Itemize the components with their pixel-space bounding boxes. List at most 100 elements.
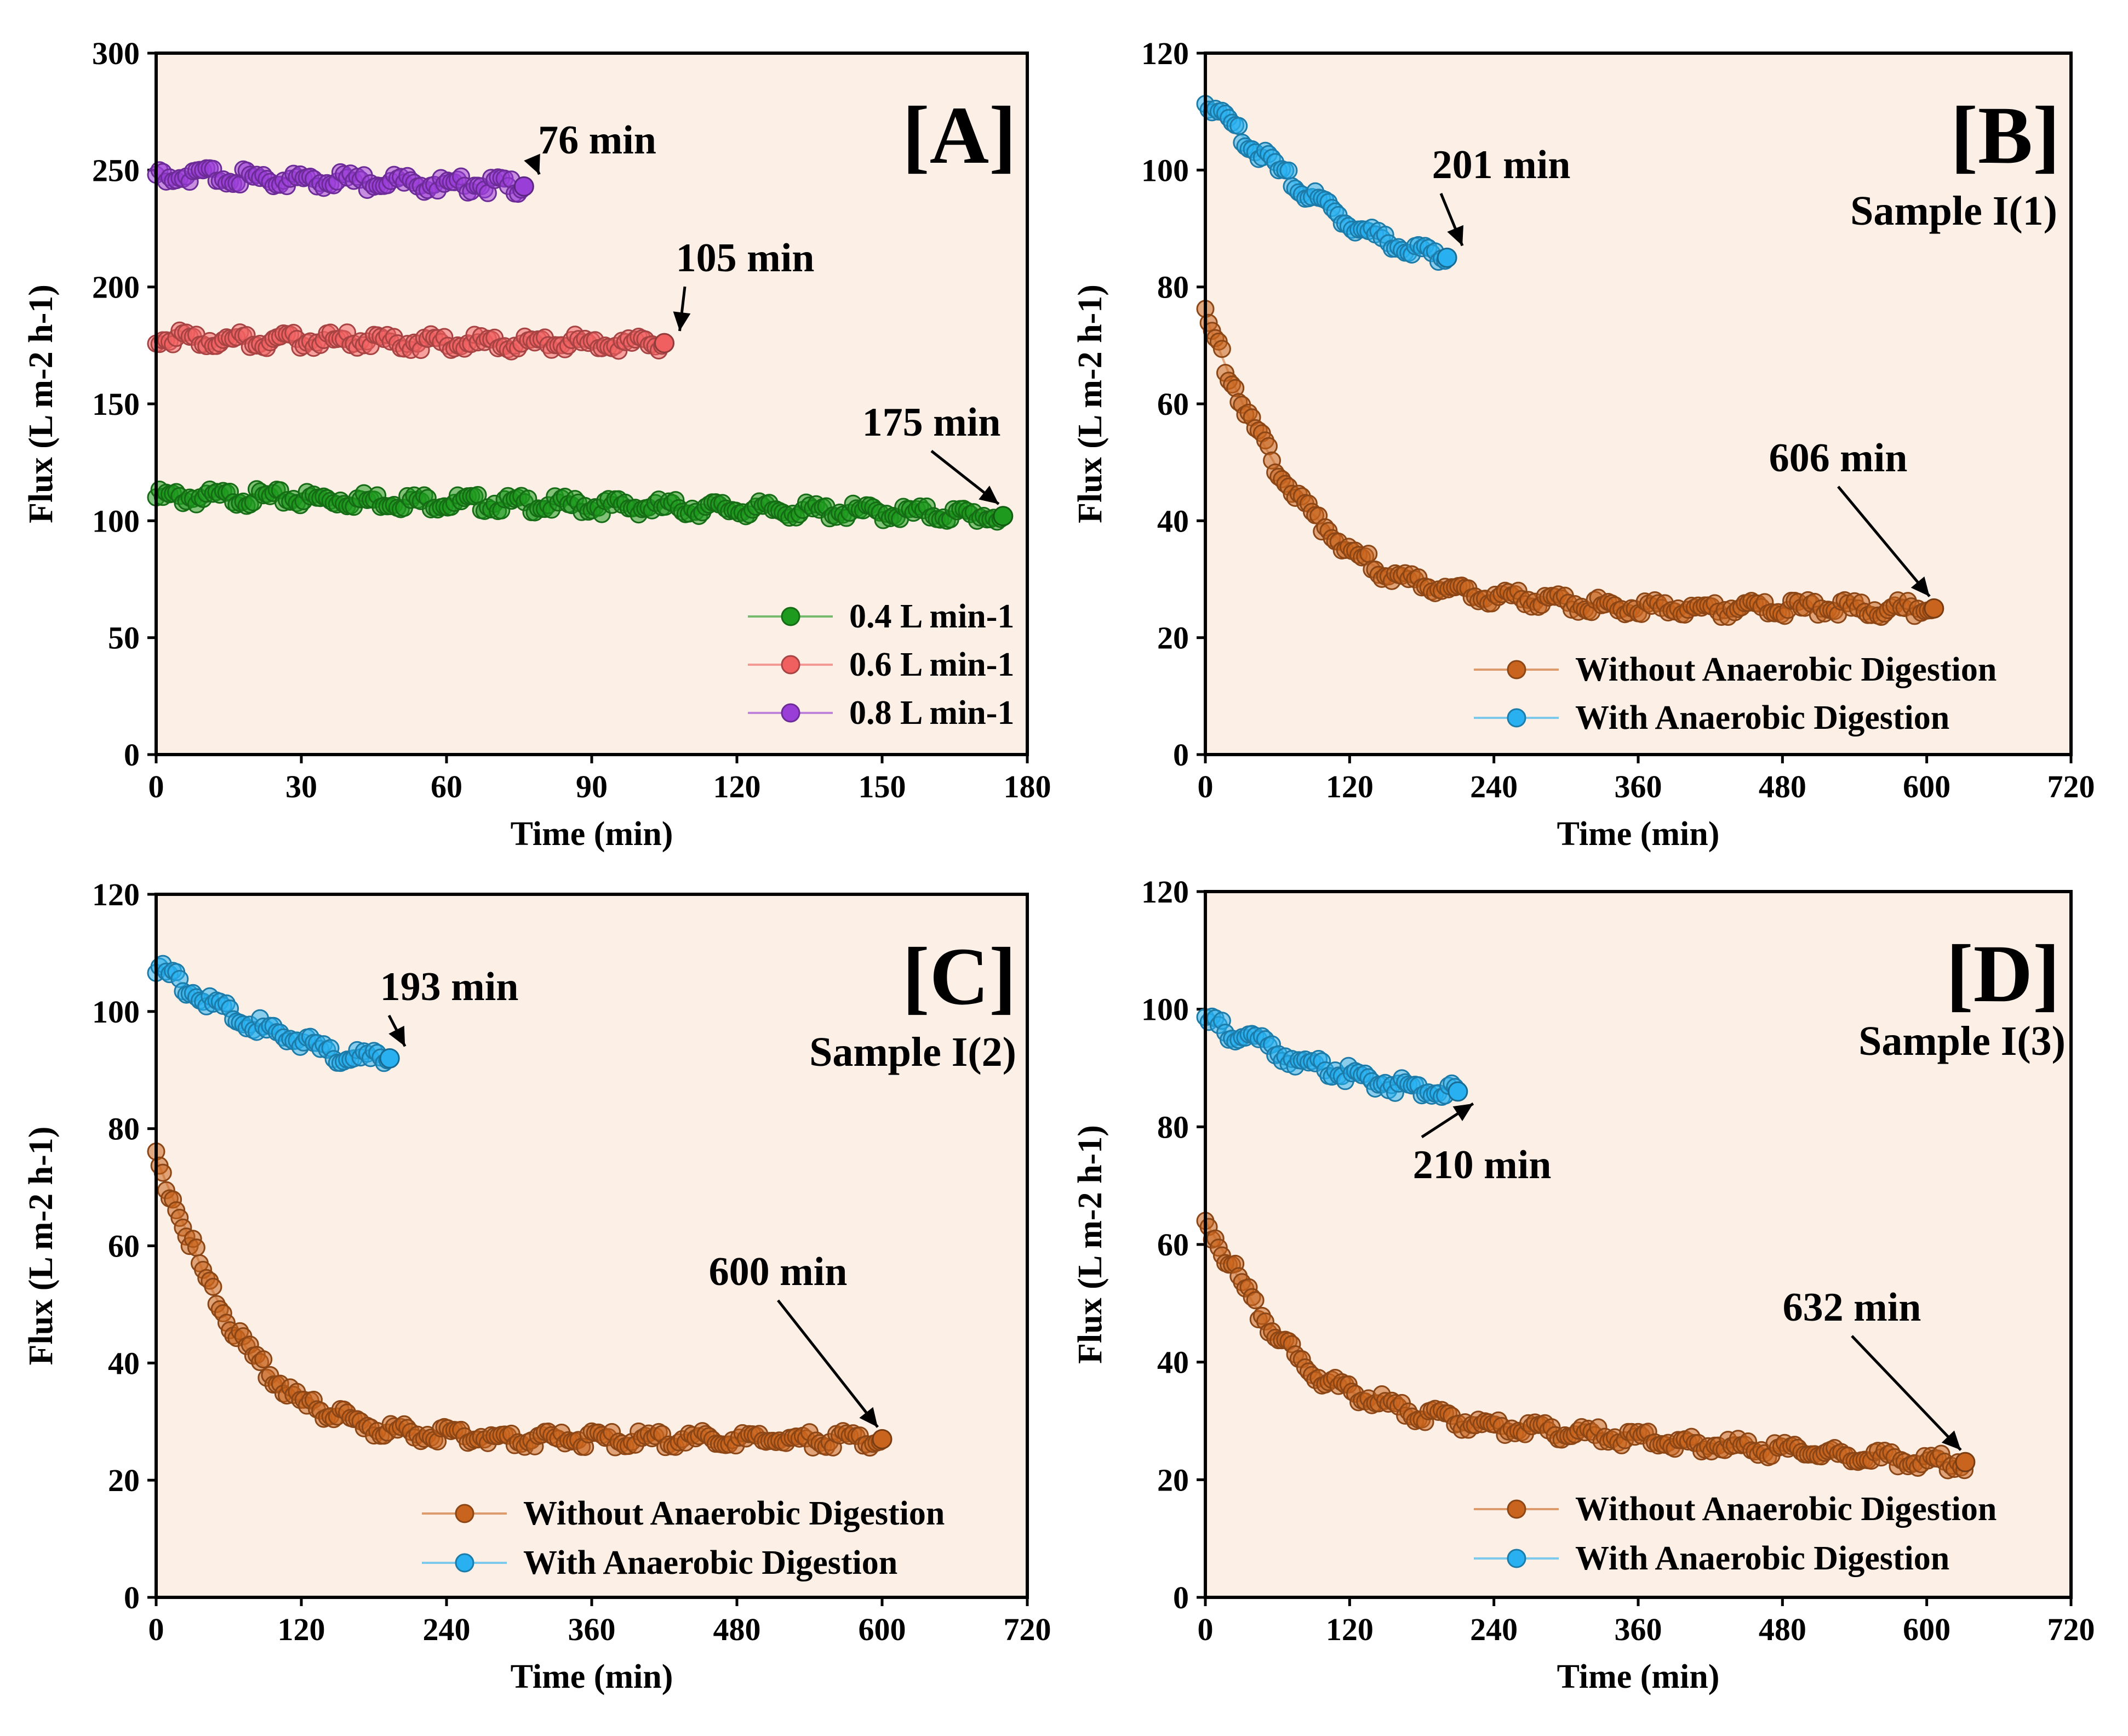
panel-label: [D] [1946, 928, 2060, 1019]
x-tick-label: 0 [1198, 1612, 1214, 1647]
end-time-label: 600 min [709, 1249, 848, 1294]
end-point [1437, 247, 1457, 268]
data-series: 600 min [147, 1142, 893, 1457]
y-tick-label: 20 [1157, 620, 1189, 656]
legend-marker [1507, 1499, 1526, 1519]
end-time-label: 193 min [380, 964, 519, 1009]
y-tick-label: 80 [108, 1111, 140, 1147]
y-axis-title: Flux (L m-2 h-1) [1072, 1125, 1109, 1364]
arrowhead [859, 1407, 878, 1427]
plot-frame [1204, 52, 2073, 756]
plot-area [156, 894, 1027, 1597]
x-tick-label: 240 [423, 1612, 471, 1647]
x-tick-label: 720 [2047, 769, 2095, 804]
x-tick-label: 60 [431, 769, 462, 804]
data-point [204, 1277, 222, 1296]
legend-label: 0.6 L min-1 [849, 646, 1014, 683]
legend-marker [781, 607, 800, 626]
end-point [513, 176, 534, 197]
x-tick-label: 720 [2047, 1612, 2095, 1647]
end-time-label: 210 min [1413, 1143, 1552, 1187]
x-axis-title: Time (min) [1557, 1658, 1720, 1695]
end-point [654, 333, 674, 353]
end-time-label: 105 min [676, 236, 815, 281]
panel-label: [C] [902, 931, 1016, 1022]
data-series: 175 min [147, 400, 1014, 531]
x-tick-label: 120 [278, 1612, 325, 1647]
annotation-arrow [777, 1299, 879, 1428]
y-tick-label: 100 [92, 994, 140, 1030]
y-tick-label: 0 [1173, 1580, 1189, 1615]
legend-marker [1507, 708, 1526, 728]
legend-label: With Anaerobic Digestion [1575, 699, 1949, 736]
x-tick-label: 180 [1004, 769, 1051, 804]
end-point [1955, 1452, 1976, 1472]
annotation-arrow [1837, 486, 1931, 597]
plot-frame [155, 893, 1029, 1599]
legend-marker [455, 1504, 474, 1523]
data-point [187, 1238, 205, 1257]
data-series: 105 min [147, 236, 815, 361]
data-point [1279, 161, 1298, 180]
data-series: 606 min [1196, 300, 1944, 626]
legend-label: 0.8 L min-1 [849, 694, 1014, 732]
x-tick-label: 360 [1615, 769, 1662, 804]
end-time-label: 606 min [1769, 436, 1908, 481]
panel-label: [B] [1950, 90, 2060, 181]
x-tick-label: 240 [1470, 769, 1518, 804]
end-time-label: 632 min [1783, 1285, 1921, 1330]
y-tick-label: 60 [108, 1229, 140, 1264]
x-tick-label: 360 [568, 1612, 616, 1647]
sample-label: Sample I(1) [1850, 188, 2057, 234]
x-tick-label: 120 [1326, 1612, 1374, 1647]
plot-area [1205, 53, 2071, 755]
annotation-arrow [1851, 1335, 1962, 1451]
y-tick-label: 60 [1157, 386, 1189, 422]
y-tick-label: 300 [92, 36, 140, 71]
y-tick-label: 20 [1157, 1462, 1189, 1498]
x-tick-label: 150 [859, 769, 906, 804]
chart-panel: 0 120 240 360 480 600 720 0 20 40 60 80 100 120 Time (… [1072, 874, 2095, 1695]
y-tick-label: 150 [92, 386, 140, 422]
chart-panel: 0 30 60 90 120 150 180 0 50 100 150 200 250 300 Time (… [22, 36, 1051, 853]
arrowhead [1941, 1430, 1961, 1451]
y-tick-label: 0 [124, 1580, 140, 1615]
arrowhead [1452, 1103, 1473, 1121]
x-tick-label: 240 [1470, 1612, 1518, 1647]
y-tick-label: 50 [108, 620, 140, 656]
arrowhead [524, 153, 540, 175]
x-tick-label: 480 [1759, 1612, 1806, 1647]
x-tick-label: 0 [148, 1612, 164, 1647]
arrowhead [388, 1025, 405, 1047]
x-tick-label: 480 [1759, 769, 1806, 804]
plot-area [1205, 892, 2071, 1597]
end-time-label: 175 min [862, 400, 1001, 445]
arrowhead [1910, 576, 1930, 597]
y-tick-label: 40 [1157, 503, 1189, 539]
end-point [1924, 598, 1944, 619]
arrowhead [1447, 225, 1463, 246]
data-point [1212, 340, 1231, 358]
y-tick-label: 80 [1157, 1109, 1189, 1145]
y-tick-label: 100 [1141, 152, 1189, 188]
legend-label: With Anaerobic Digestion [1575, 1540, 1949, 1577]
sample-label: Sample I(3) [1858, 1018, 2066, 1064]
legend-label: Without Anaerobic Digestion [1575, 1491, 1997, 1528]
y-tick-label: 60 [1157, 1227, 1189, 1263]
x-tick-label: 0 [1198, 769, 1214, 804]
x-tick-label: 0 [148, 769, 164, 804]
x-tick-label: 720 [1004, 1612, 1051, 1647]
arrowhead [979, 486, 999, 504]
plot-frame [155, 52, 1029, 756]
chart-panel: 0 120 240 360 480 600 720 0 20 40 60 80 100 120 Time (… [1072, 36, 2095, 853]
y-tick-label: 0 [124, 737, 140, 773]
y-axis-title: Flux (L m-2 h-1) [22, 284, 60, 523]
y-tick-label: 200 [92, 270, 140, 305]
y-axis-title: Flux (L m-2 h-1) [22, 1127, 60, 1366]
legend: Without Anaerobic Digestion With Anaerobi… [1474, 1491, 1997, 1577]
legend: Without Anaerobic Digestion With Anaerobi… [422, 1495, 945, 1581]
y-tick-label: 100 [1141, 992, 1189, 1027]
end-time-label: 76 min [538, 118, 656, 163]
data-series: 201 min [1196, 95, 1570, 271]
